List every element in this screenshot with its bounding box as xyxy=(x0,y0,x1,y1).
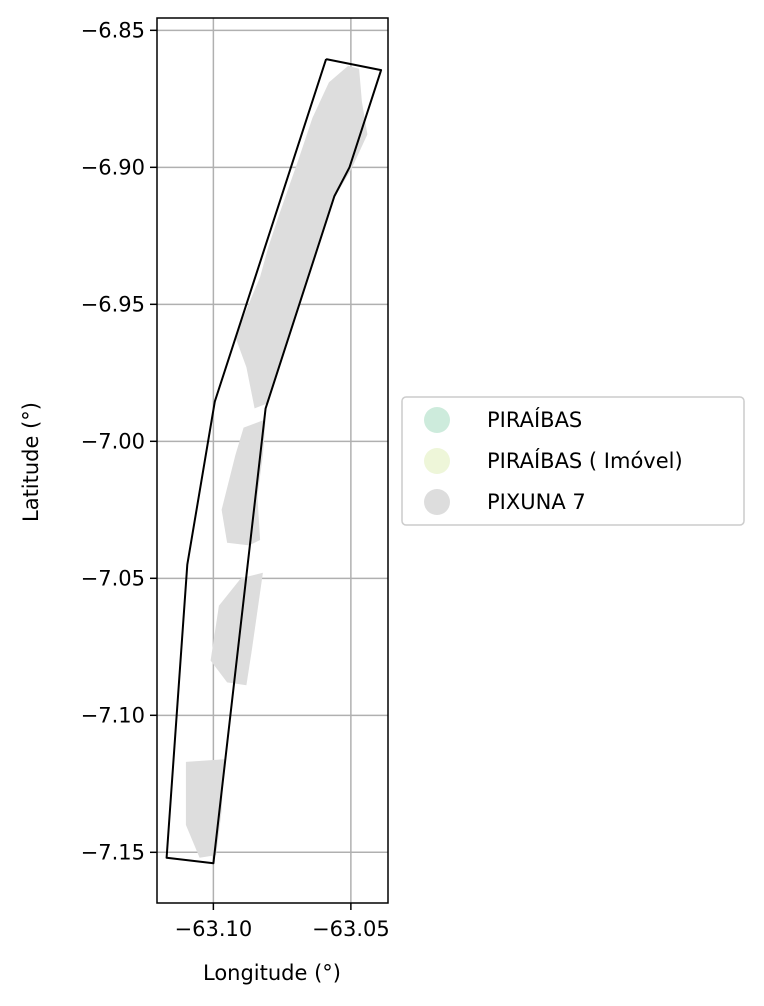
y-axis-ticks: −6.85 −6.90 −6.95 −7.00 −7.05 −7.10 −7.15 xyxy=(81,18,157,864)
feature-layer xyxy=(185,65,368,858)
legend-label: PIRAÍBAS ( Imóvel) xyxy=(487,448,683,473)
y-tick-label: −7.10 xyxy=(81,703,145,727)
y-tick-label: −6.95 xyxy=(81,292,145,316)
feature-pixuna-7-2 xyxy=(221,419,266,546)
feature-pixuna-7-4 xyxy=(185,759,225,858)
x-axis-ticks: −63.10 −63.05 xyxy=(175,903,390,941)
legend-box xyxy=(401,396,745,526)
y-tick-label: −7.15 xyxy=(81,840,145,864)
legend-marker xyxy=(424,489,450,515)
y-tick-label: −6.90 xyxy=(81,155,145,179)
feature-pixuna-7-1 xyxy=(235,65,368,409)
y-tick-label: −6.85 xyxy=(81,18,145,42)
boundary-outline xyxy=(165,58,383,865)
x-tick-label: −63.10 xyxy=(175,917,253,941)
plot-frame xyxy=(156,17,389,904)
legend-label: PIXUNA 7 xyxy=(487,490,586,514)
y-tick-label: −7.00 xyxy=(81,429,145,453)
legend-marker xyxy=(424,407,450,433)
legend-label: PIRAÍBAS xyxy=(487,407,582,432)
feature-pixuna-7-3 xyxy=(210,572,263,686)
x-axis-label: Longitude (°) xyxy=(203,961,341,985)
legend: PIRAÍBAS PIRAÍBAS ( Imóvel) PIXUNA 7 xyxy=(401,396,745,526)
legend-marker xyxy=(424,448,450,474)
boundary-outline-layer xyxy=(165,58,383,865)
y-tick-label: −7.05 xyxy=(81,566,145,590)
x-tick-label: −63.05 xyxy=(312,917,390,941)
y-axis-label: Latitude (°) xyxy=(19,402,43,522)
